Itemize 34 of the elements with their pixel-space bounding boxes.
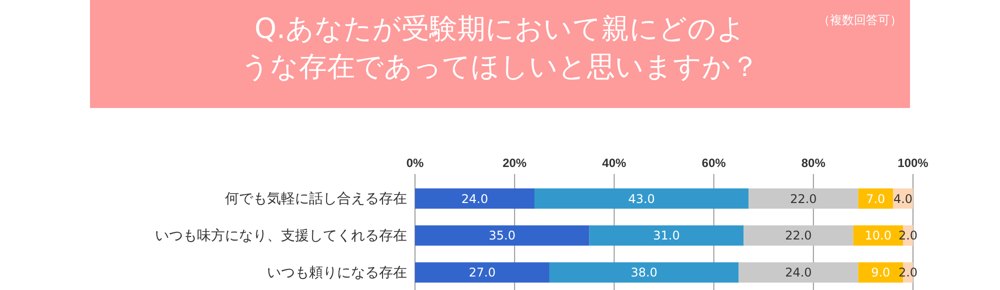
data-label: 4.0 (893, 192, 913, 206)
data-label: 7.0 (866, 192, 886, 206)
bar (415, 188, 535, 209)
data-label: 22.0 (790, 192, 817, 206)
data-label: 35.0 (488, 228, 516, 243)
bar (534, 188, 749, 209)
bar (415, 262, 550, 283)
x-tick-label: 20% (502, 156, 527, 170)
bar (549, 262, 739, 283)
bar (738, 262, 858, 283)
chart-subtitle: （複数回答可） (818, 13, 902, 27)
bar (858, 188, 894, 209)
y-tick-label: いつも頼りになる存在 (267, 264, 407, 280)
data-label: 22.0 (785, 228, 812, 243)
x-tick-label: 60% (702, 156, 726, 170)
chart-title: Q.あなたが受験期において親にどのような存在であってほしいと思いますか？ (241, 12, 759, 83)
data-label: 10.0 (864, 228, 892, 243)
data-label: 43.0 (628, 192, 655, 206)
data-label: 24.0 (785, 266, 812, 280)
x-tick-label: 40% (602, 156, 627, 170)
bar (744, 225, 854, 246)
x-tick-label: 80% (801, 156, 826, 170)
x-tick-label: 100% (898, 156, 929, 170)
x-tick-label: 0% (406, 156, 424, 170)
y-tick-label: 何でも気軽に話し合える存在 (225, 190, 407, 206)
data-label: 24.0 (461, 192, 488, 206)
data-label: 31.0 (653, 228, 680, 243)
data-label: 27.0 (468, 266, 496, 280)
data-label: 9.0 (871, 266, 890, 280)
bar (748, 188, 858, 209)
data-label: 38.0 (630, 266, 658, 280)
bar (589, 225, 744, 246)
y-tick-label: いつも味方になり、支援してくれる存在 (155, 226, 407, 243)
bar (415, 225, 590, 246)
